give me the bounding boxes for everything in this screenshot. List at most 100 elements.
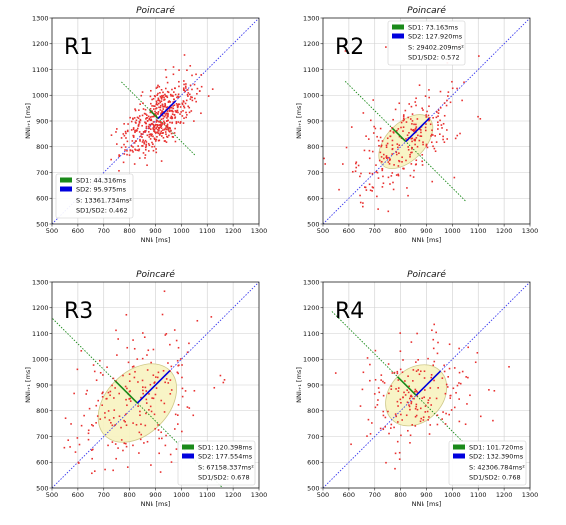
data-point — [362, 202, 364, 204]
data-point — [181, 103, 184, 106]
data-point — [145, 412, 147, 415]
data-point — [111, 384, 113, 387]
x-tick-label: 1200 — [225, 491, 242, 499]
data-point — [173, 91, 175, 93]
x-tick-label: 700 — [369, 227, 381, 235]
data-point — [165, 113, 168, 115]
data-point — [123, 143, 125, 146]
x-tick-label: 1000 — [444, 227, 461, 235]
x-tick-label: 500 — [317, 227, 329, 235]
data-point — [91, 448, 94, 451]
data-point — [169, 343, 171, 346]
data-point — [456, 134, 459, 137]
data-point — [189, 65, 192, 67]
data-point — [411, 395, 413, 398]
data-point — [163, 120, 165, 123]
data-point — [407, 375, 409, 378]
data-point — [406, 401, 409, 404]
data-point — [170, 106, 173, 109]
data-point — [127, 123, 129, 125]
data-point — [150, 102, 152, 105]
panel-label: R4 — [335, 299, 364, 324]
data-point — [125, 424, 128, 427]
data-point — [134, 129, 136, 132]
y-tick-label: 600 — [307, 459, 319, 467]
data-point — [167, 382, 170, 384]
data-point — [141, 379, 144, 382]
data-point — [159, 104, 162, 107]
data-point — [165, 333, 168, 335]
data-point — [181, 364, 183, 366]
data-point — [461, 370, 464, 373]
data-point — [139, 438, 142, 441]
data-point — [91, 457, 93, 460]
data-point — [114, 387, 116, 389]
data-point — [120, 137, 123, 139]
data-point — [434, 150, 437, 153]
data-point — [179, 113, 181, 115]
data-point — [63, 446, 66, 449]
data-point — [183, 105, 185, 108]
data-point — [380, 145, 383, 148]
data-point — [145, 127, 148, 130]
data-point — [425, 116, 428, 118]
data-point — [425, 143, 428, 146]
data-point — [164, 112, 166, 115]
data-point — [138, 157, 141, 159]
data-point — [396, 372, 399, 375]
data-point — [453, 176, 456, 179]
data-point — [419, 407, 422, 410]
data-point — [138, 123, 140, 126]
data-point — [159, 132, 161, 135]
data-point — [431, 129, 433, 132]
data-point — [147, 349, 150, 352]
data-point — [144, 157, 146, 159]
data-point — [128, 154, 131, 156]
data-point — [397, 421, 399, 423]
data-point — [173, 428, 176, 430]
data-point — [109, 390, 112, 393]
data-point — [399, 368, 402, 371]
data-point — [384, 416, 387, 419]
data-point — [414, 101, 417, 103]
data-point — [174, 413, 177, 416]
data-point — [395, 388, 397, 390]
data-point — [155, 127, 157, 129]
x-axis-label: NNIᵢ [ms] — [412, 236, 442, 244]
data-point — [137, 145, 139, 147]
data-point — [187, 95, 189, 97]
data-point — [428, 119, 430, 122]
data-point — [172, 105, 174, 107]
data-point — [427, 357, 429, 360]
data-point — [155, 87, 158, 89]
data-point — [147, 125, 150, 128]
data-point — [437, 112, 440, 114]
data-point — [64, 417, 67, 420]
data-point — [156, 131, 159, 133]
data-point — [104, 416, 106, 419]
data-point — [154, 393, 157, 396]
data-point — [153, 137, 156, 140]
data-point — [443, 141, 446, 143]
data-point — [407, 148, 410, 151]
data-point — [394, 467, 396, 470]
data-point — [374, 127, 377, 130]
data-point — [413, 130, 415, 132]
data-point — [161, 135, 163, 137]
data-point — [147, 142, 150, 145]
data-point — [145, 118, 147, 120]
data-point — [344, 50, 347, 52]
x-tick-label: 1000 — [173, 491, 190, 499]
data-point — [409, 174, 412, 177]
data-point — [451, 87, 454, 90]
data-point — [148, 144, 151, 147]
data-point — [416, 332, 418, 335]
y-tick-label: 1000 — [32, 92, 49, 100]
data-point — [149, 108, 152, 110]
data-point — [193, 389, 196, 392]
x-tick-label: 900 — [420, 227, 432, 235]
data-point — [154, 131, 156, 133]
data-point — [396, 129, 398, 132]
data-point — [87, 438, 90, 441]
data-point — [395, 151, 398, 153]
